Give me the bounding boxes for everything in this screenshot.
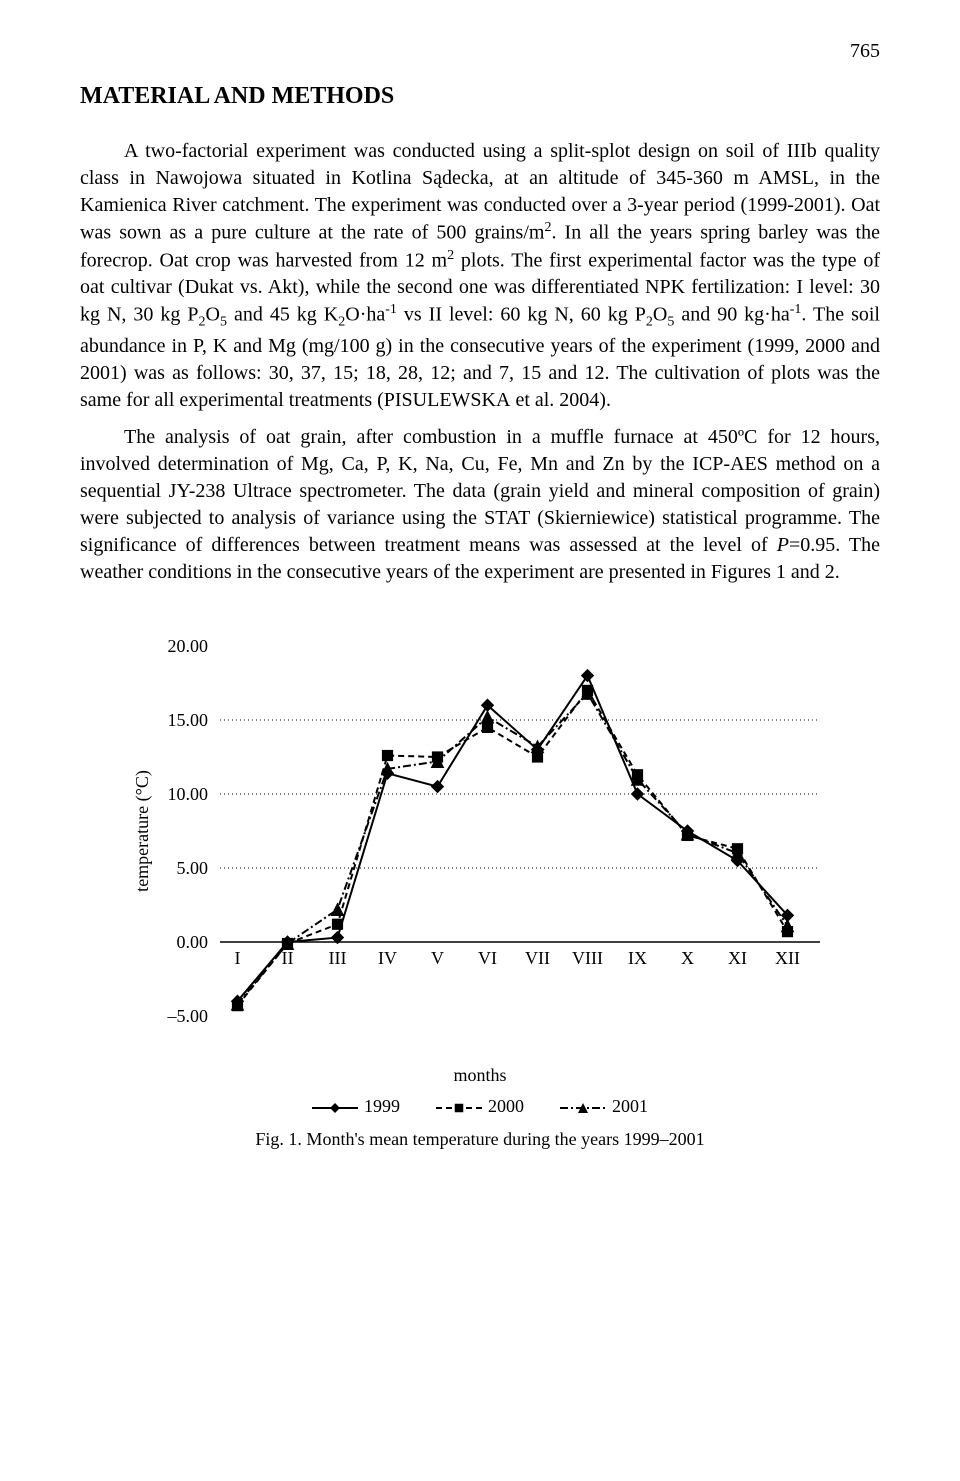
svg-text:0.00: 0.00 <box>177 932 209 952</box>
page-number: 765 <box>80 40 880 63</box>
svg-text:XII: XII <box>775 948 800 968</box>
svg-text:V: V <box>431 948 444 968</box>
svg-text:III: III <box>329 948 347 968</box>
line-chart: –5.000.005.0010.0015.0020.00IIIIIIIVVVIV… <box>120 636 840 1056</box>
svg-text:5.00: 5.00 <box>177 858 209 878</box>
legend-label: 2000 <box>488 1096 524 1116</box>
svg-text:X: X <box>681 948 694 968</box>
body-paragraph-2: The analysis of oat grain, after combust… <box>80 424 880 586</box>
svg-text:temperature (°C): temperature (°C) <box>132 770 153 892</box>
legend-item: 2001 <box>560 1096 648 1117</box>
legend-item: 2000 <box>436 1096 524 1117</box>
svg-text:–5.00: –5.00 <box>167 1006 209 1026</box>
svg-text:VI: VI <box>478 948 497 968</box>
section-heading: MATERIAL AND METHODS <box>80 83 880 110</box>
svg-text:VIII: VIII <box>572 948 603 968</box>
svg-text:IX: IX <box>628 948 647 968</box>
svg-text:XI: XI <box>728 948 747 968</box>
chart-x-label: months <box>80 1065 880 1086</box>
svg-text:I: I <box>235 948 241 968</box>
svg-text:VII: VII <box>525 948 550 968</box>
legend-label: 1999 <box>364 1096 400 1116</box>
legend-label: 2001 <box>612 1096 648 1116</box>
svg-text:10.00: 10.00 <box>168 784 209 804</box>
body-paragraph-1: A two-factorial experiment was conducted… <box>80 138 880 414</box>
svg-text:II: II <box>282 948 294 968</box>
figure-1: –5.000.005.0010.0015.0020.00IIIIIIIVVVIV… <box>80 636 880 1150</box>
svg-text:15.00: 15.00 <box>168 710 209 730</box>
svg-text:20.00: 20.00 <box>168 636 209 656</box>
svg-text:IV: IV <box>378 948 397 968</box>
chart-legend: 1999 2000 2001 <box>80 1096 880 1117</box>
figure-caption: Fig. 1. Month's mean temperature during … <box>80 1129 880 1150</box>
legend-item: 1999 <box>312 1096 400 1117</box>
